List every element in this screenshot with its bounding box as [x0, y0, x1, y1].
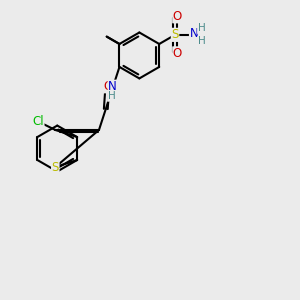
Text: H: H [198, 23, 206, 33]
Text: N: N [190, 27, 198, 40]
Text: S: S [52, 161, 59, 174]
Text: S: S [171, 28, 179, 41]
Text: H: H [108, 91, 115, 101]
Text: Cl: Cl [32, 115, 44, 128]
Text: O: O [173, 47, 182, 60]
Text: O: O [103, 80, 112, 93]
Text: O: O [173, 10, 182, 23]
Text: N: N [108, 80, 117, 93]
Text: H: H [198, 36, 206, 46]
